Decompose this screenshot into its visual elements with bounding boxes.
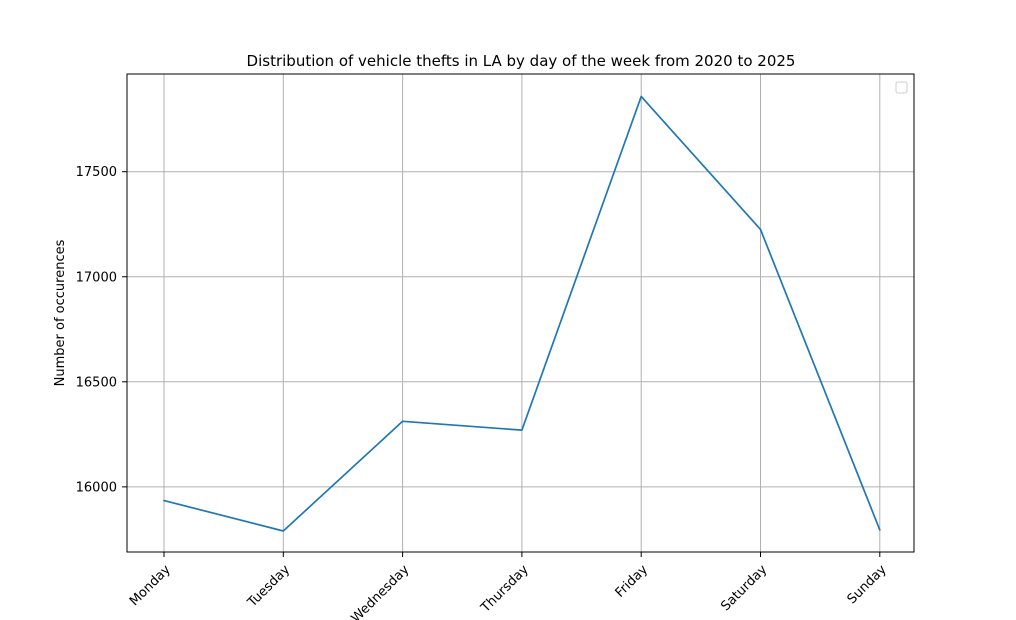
x-tick-label: Thursday (478, 562, 532, 616)
x-tick-label: Monday (127, 562, 174, 609)
plot-frame (126, 73, 915, 553)
y-axis-ticks: 16000 16500 17000 17500 (76, 165, 127, 495)
grid-lines (127, 74, 914, 552)
y-tick-label: 17500 (76, 165, 117, 180)
x-tick-label: Saturday (718, 562, 770, 614)
y-axis-label: Number of occurences (53, 239, 68, 386)
x-axis-ticks: Monday Tuesday Wednesday Thursday Friday Satu… (127, 552, 890, 620)
chart-title: Distribution of vehicle thefts in LA by … (247, 52, 796, 70)
y-tick-label: 17000 (76, 270, 117, 285)
x-tick-label: Wednesday (349, 562, 413, 620)
legend-box (895, 81, 908, 94)
x-tick-label: Friday (613, 562, 652, 601)
x-tick-label: Tuesday (244, 562, 293, 611)
y-tick-label: 16000 (76, 480, 117, 495)
x-tick-label: Sunday (845, 562, 890, 607)
y-tick-label: 16500 (76, 375, 117, 390)
